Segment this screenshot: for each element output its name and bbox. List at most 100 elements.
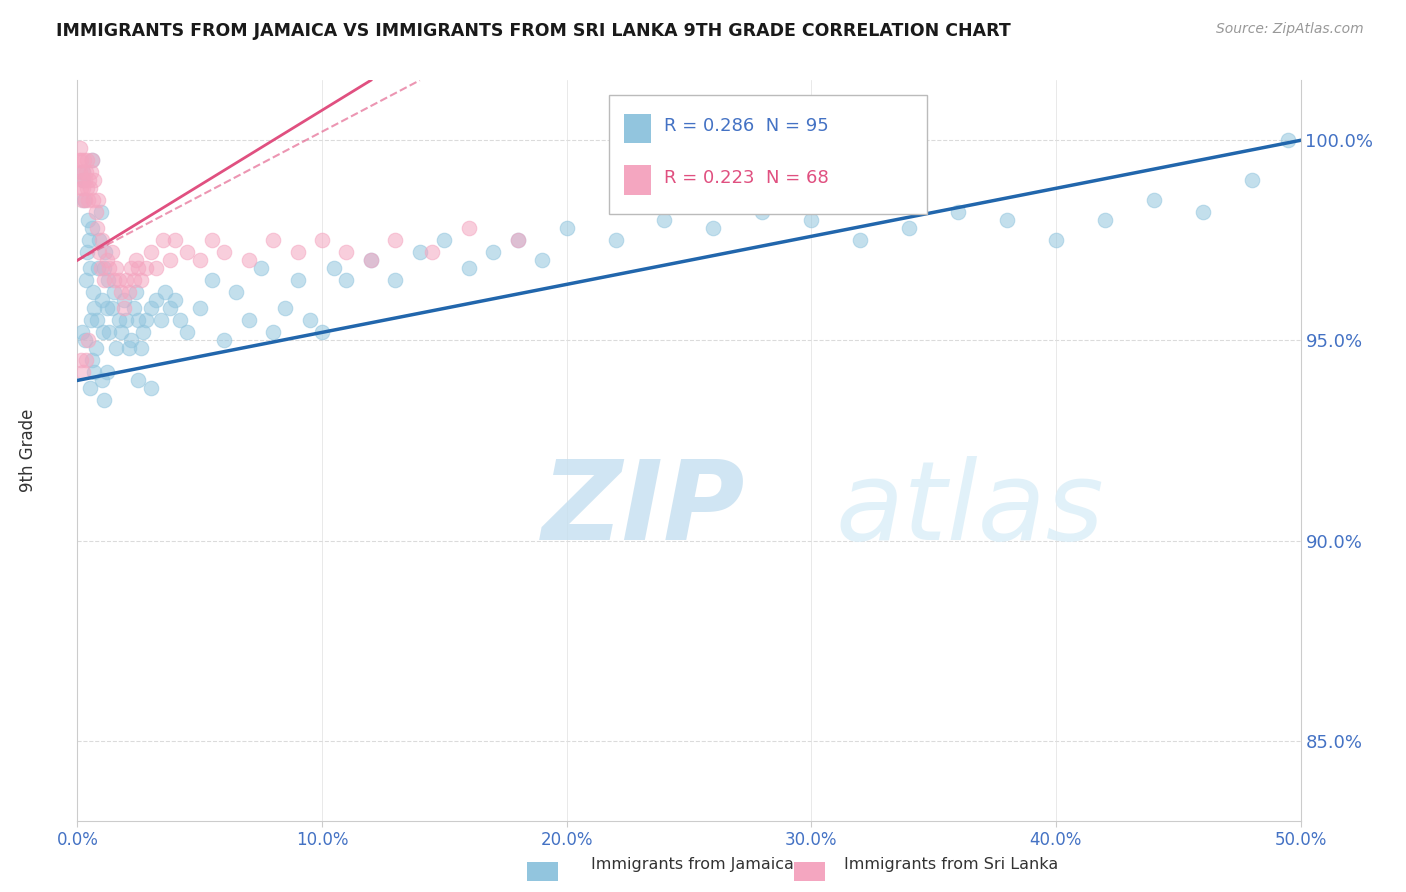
Point [75, 165, 97, 179]
Point [100, 301, 122, 316]
Point [169, 313, 191, 327]
Point [995, 213, 1018, 227]
Point [139, 381, 162, 395]
Point [849, 233, 872, 247]
Point [76, 245, 98, 260]
Point [238, 313, 260, 327]
Point [654, 213, 676, 227]
Point [238, 253, 260, 268]
Point [69, 141, 91, 155]
Point [212, 245, 235, 260]
Point [145, 293, 167, 308]
Point [176, 326, 198, 340]
Point [125, 285, 148, 300]
Point [898, 221, 921, 235]
Text: 9th Grade: 9th Grade [20, 409, 38, 492]
Point [83, 301, 105, 316]
Point [72, 181, 94, 195]
Point [89, 245, 111, 260]
Point [84, 205, 107, 219]
Text: Immigrants from Sri Lanka: Immigrants from Sri Lanka [844, 857, 1057, 872]
Point [80, 153, 103, 168]
Point [482, 245, 505, 260]
Point [262, 233, 284, 247]
Point [97, 273, 120, 287]
Point [125, 253, 148, 268]
Point [311, 233, 333, 247]
Point [155, 285, 177, 300]
Point [84, 342, 107, 356]
Point [128, 313, 150, 327]
Point [93, 393, 115, 408]
Point [100, 245, 122, 260]
Point [605, 233, 627, 247]
Point [72, 366, 94, 380]
Point [87, 261, 110, 276]
Point [751, 205, 773, 219]
Point [262, 326, 284, 340]
Point [128, 373, 150, 387]
Point [225, 285, 247, 300]
Point [77, 173, 100, 187]
Point [149, 313, 172, 327]
Point [152, 233, 174, 247]
Point [188, 253, 211, 268]
Point [120, 334, 142, 348]
Point [76, 194, 98, 208]
Point [702, 221, 724, 235]
Point [89, 233, 111, 247]
Point [120, 261, 142, 276]
Point [72, 165, 94, 179]
Point [112, 293, 135, 308]
Point [129, 342, 152, 356]
Point [93, 261, 115, 276]
Point [433, 233, 456, 247]
Point [83, 173, 105, 187]
Point [250, 261, 273, 276]
Point [103, 273, 125, 287]
Point [103, 285, 125, 300]
Point [298, 313, 321, 327]
Point [118, 285, 141, 300]
Point [77, 233, 100, 247]
Point [360, 253, 382, 268]
Point [82, 221, 104, 235]
Point [159, 253, 181, 268]
Point [69, 165, 91, 179]
Point [139, 245, 162, 260]
Point [201, 273, 224, 287]
Point [531, 253, 554, 268]
Point [1094, 213, 1116, 227]
Point [96, 366, 118, 380]
Text: Immigrants from Jamaica: Immigrants from Jamaica [591, 857, 793, 872]
Point [176, 245, 198, 260]
Point [70, 353, 93, 368]
Point [69, 181, 91, 195]
Point [90, 293, 112, 308]
Point [201, 233, 224, 247]
Point [409, 245, 432, 260]
Point [77, 334, 100, 348]
Point [946, 205, 969, 219]
Point [145, 261, 167, 276]
Point [188, 301, 211, 316]
Point [132, 326, 155, 340]
Point [80, 153, 103, 168]
Point [76, 153, 98, 168]
Point [457, 261, 479, 276]
Point [555, 221, 578, 235]
Point [287, 245, 309, 260]
Point [287, 273, 309, 287]
Point [165, 293, 187, 308]
Point [1143, 194, 1166, 208]
Point [94, 245, 117, 260]
Point [87, 194, 110, 208]
Text: R = 0.286  N = 95: R = 0.286 N = 95 [665, 117, 830, 136]
Point [70, 153, 93, 168]
Point [86, 313, 108, 327]
Point [70, 173, 93, 187]
Point [75, 194, 97, 208]
Bar [624, 165, 651, 195]
Point [90, 261, 112, 276]
Point [457, 221, 479, 235]
